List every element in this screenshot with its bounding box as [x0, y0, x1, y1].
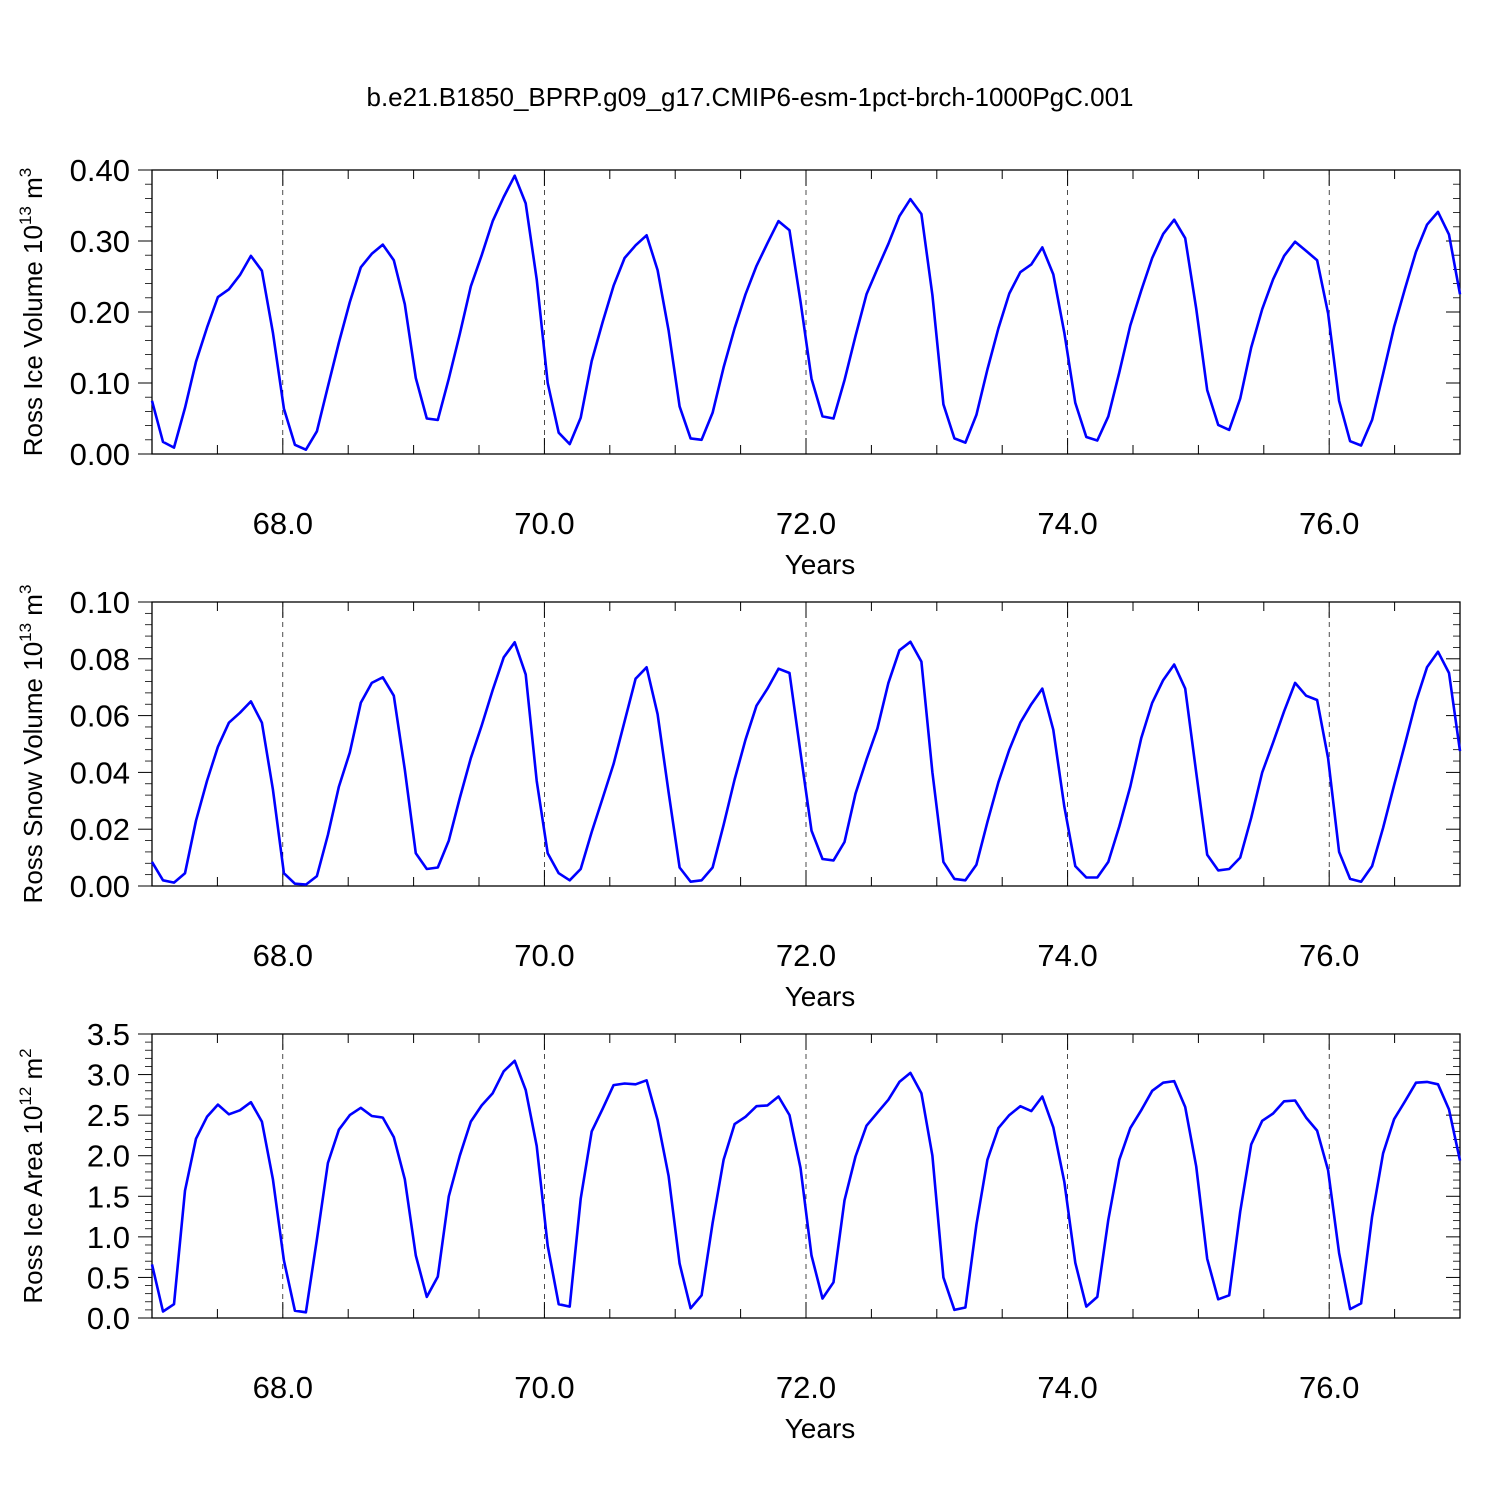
- series-line-1: [150, 1059, 1462, 1314]
- y-tick-label: 3.0: [87, 1058, 130, 1093]
- x-axis-label: Years: [785, 1413, 856, 1444]
- y-tick-label: 1.5: [87, 1179, 130, 1214]
- x-tick-label: 70.0: [514, 1370, 574, 1405]
- y-tick-label: 0.10: [70, 585, 130, 620]
- x-axis-label: Years: [785, 549, 856, 580]
- y-tick-label: 0.5: [87, 1260, 130, 1295]
- x-tick-label: 76.0: [1299, 938, 1359, 973]
- chart-panel-3: 0.0 0.5 1.0 1.5 2.0 2.5 3.0 3.5 68.0 70.0 72.0 74.0…: [16, 1017, 1462, 1444]
- x-axis-label: Years: [785, 981, 856, 1012]
- x-tick-label: 72.0: [776, 506, 836, 541]
- y-axis-label: Ross Snow Volume 1013 m3: [16, 585, 48, 904]
- y-tick-label: 0.02: [70, 812, 130, 847]
- y-tick-label: 0.20: [70, 295, 130, 330]
- y-tick-label: 0.06: [70, 699, 130, 734]
- x-tick-label: 68.0: [253, 1370, 313, 1405]
- y-tick-label: 2.0: [87, 1139, 130, 1174]
- y-axis-label: Ross Ice Area 1012 m2: [16, 1048, 48, 1303]
- series-line-1: [150, 640, 1462, 886]
- y-tick-label: 3.5: [87, 1017, 130, 1052]
- x-tick-label: 70.0: [514, 938, 574, 973]
- x-tick-label: 76.0: [1299, 506, 1359, 541]
- series-line-1: [150, 174, 1462, 452]
- x-tick-label: 74.0: [1037, 506, 1097, 541]
- y-tick-label: 0.10: [70, 366, 130, 401]
- figure-title: b.e21.B1850_BPRP.g09_g17.CMIP6-esm-1pct-…: [367, 82, 1134, 112]
- y-tick-label: 0.30: [70, 224, 130, 259]
- x-tick-label: 72.0: [776, 1370, 836, 1405]
- x-tick-label: 68.0: [253, 938, 313, 973]
- chart-panel-1: 0.00 0.10 0.20 0.30 0.40 68.0 70.0 72.0 74.0 76.0…: [16, 153, 1462, 580]
- x-tick-label: 74.0: [1037, 938, 1097, 973]
- y-tick-label: 0.04: [70, 755, 130, 790]
- x-tick-label: 68.0: [253, 506, 313, 541]
- y-tick-label: 2.5: [87, 1098, 130, 1133]
- x-tick-label: 76.0: [1299, 1370, 1359, 1405]
- x-tick-label: 70.0: [514, 506, 574, 541]
- x-tick-label: 74.0: [1037, 1370, 1097, 1405]
- y-tick-label: 0.08: [70, 642, 130, 677]
- y-axis-label: Ross Ice Volume 1013 m3: [16, 168, 48, 457]
- y-tick-label: 0.00: [70, 437, 130, 472]
- chart-panel-2: 0.00 0.02 0.04 0.06 0.08 0.10 68.0 70.0 72.0 74.0…: [16, 585, 1462, 1012]
- y-tick-label: 0.40: [70, 153, 130, 188]
- y-tick-label: 1.0: [87, 1220, 130, 1255]
- x-tick-label: 72.0: [776, 938, 836, 973]
- y-tick-label: 0.00: [70, 869, 130, 904]
- y-tick-label: 0.0: [87, 1301, 130, 1336]
